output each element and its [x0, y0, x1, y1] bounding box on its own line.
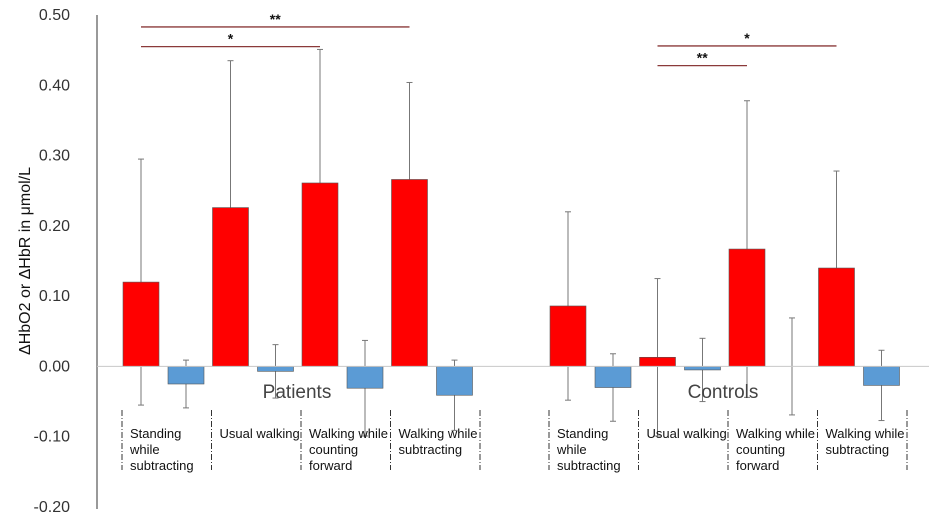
bar-hbr — [594, 366, 632, 388]
category-label-line: subtracting — [557, 458, 621, 473]
significance-marker: * — [744, 30, 750, 46]
bar-hbr — [863, 366, 900, 386]
category-label: Standing while subtracting — [556, 426, 621, 473]
category-label-line: forward — [736, 458, 779, 473]
category-label-line: forward — [309, 458, 352, 473]
significance-marker: ** — [697, 50, 708, 66]
category-label-line: Usual walking — [647, 426, 727, 441]
bar-hbo2 — [301, 182, 339, 367]
y-tick-label: 0.10 — [39, 288, 70, 305]
category-label-line: Standing — [557, 426, 608, 441]
category-label: Walking while counting forward — [309, 426, 388, 473]
y-axis-label: ΔHbO2 or ΔHbR in μmol/L — [17, 167, 34, 355]
category-label-line: Walking while — [736, 426, 815, 441]
y-tick-label: -0.10 — [34, 429, 71, 446]
category-label-line: Standing — [130, 426, 181, 441]
bar-hbr — [684, 366, 721, 371]
category-label-line: while — [556, 442, 587, 457]
y-tick-label: 0.30 — [39, 148, 70, 165]
category-label: Walking while counting forward — [736, 426, 815, 473]
category-label: Usual walking — [220, 426, 300, 441]
category-label-line: while — [129, 442, 160, 457]
category-label-line: subtracting — [130, 458, 194, 473]
category-label-line: subtracting — [826, 442, 890, 457]
category-label-line: Usual walking — [220, 426, 300, 441]
group-label-patients: Patients — [263, 382, 332, 403]
y-tick-label: 0.40 — [39, 77, 70, 94]
category-label-line: Walking while — [309, 426, 388, 441]
category-label-line: counting — [736, 442, 785, 457]
bar-hbr — [346, 366, 384, 389]
y-tick-label: 0.20 — [39, 218, 70, 235]
bars-layer — [122, 48, 900, 437]
bar-hbo2 — [728, 248, 766, 367]
category-label-line: subtracting — [399, 442, 463, 457]
significance-marker: * — [228, 31, 234, 47]
category-label: Walking while subtracting — [399, 426, 478, 457]
bar-hbo2 — [122, 281, 160, 367]
axis-layer: -0.20 -0.10 0.00 0.10 0.20 0.30 0.40 0.50 — [34, 7, 929, 516]
bar-hbo2 — [639, 356, 676, 367]
bar-hbr — [257, 366, 294, 372]
bar-hbo2 — [212, 207, 249, 367]
y-tick-label: -0.20 — [34, 499, 71, 516]
category-label: Usual walking — [647, 426, 727, 441]
category-label-line: Walking while — [826, 426, 905, 441]
bar-hbo2 — [391, 179, 428, 367]
category-label: Standing while subtracting — [129, 426, 194, 473]
y-tick-label: 0.00 — [39, 358, 70, 375]
significance-marker: ** — [270, 11, 281, 27]
bar-hbr — [436, 366, 473, 396]
bar-hbo2 — [549, 305, 587, 367]
bar-hbo2 — [818, 267, 855, 367]
category-label-line: Walking while — [399, 426, 478, 441]
y-tick-label: 0.50 — [39, 7, 70, 24]
category-label: Walking while subtracting — [826, 426, 905, 457]
group-label-controls: Controls — [688, 382, 759, 403]
category-label-line: counting — [309, 442, 358, 457]
bar-hbr — [167, 366, 205, 385]
